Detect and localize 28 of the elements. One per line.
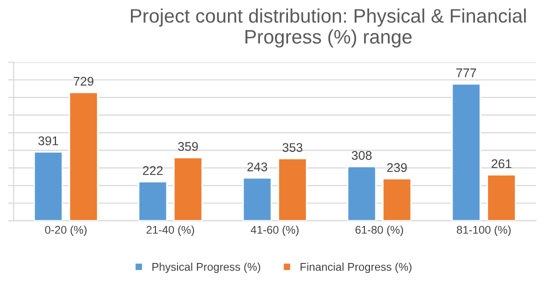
data-label: 353 — [282, 143, 302, 152]
legend-label: Financial Progress (%) — [300, 262, 412, 273]
bar — [138, 180, 168, 221]
bar — [278, 158, 308, 221]
data-label: 391 — [38, 136, 58, 146]
legend-label: Physical Progress (%) — [152, 262, 260, 273]
data-label: 261 — [492, 159, 512, 168]
x-tick-label: 0-20 (%) — [45, 226, 87, 236]
x-tick-label: 21-40 (%) — [146, 226, 194, 236]
data-label: 243 — [247, 162, 268, 172]
data-label: 222 — [142, 166, 163, 175]
bar — [242, 177, 272, 221]
x-tick-label: 41-60 (%) — [250, 226, 299, 236]
bar — [486, 174, 516, 221]
bar — [346, 166, 377, 221]
x-tick-label: 81-100 (%) — [456, 226, 511, 236]
data-label: 729 — [74, 76, 94, 86]
data-label: 359 — [178, 142, 198, 151]
bar — [451, 83, 481, 221]
bar — [33, 151, 64, 221]
chart-title: Project count distribution: Physical & Financial Progress (%) range — [130, 8, 526, 48]
bar — [382, 178, 412, 221]
x-tick-label: 61-80 (%) — [356, 226, 404, 236]
bar — [68, 92, 98, 221]
bar — [173, 156, 203, 221]
data-label: 239 — [387, 163, 407, 172]
data-label: 308 — [352, 151, 372, 160]
data-label: 777 — [456, 68, 476, 78]
